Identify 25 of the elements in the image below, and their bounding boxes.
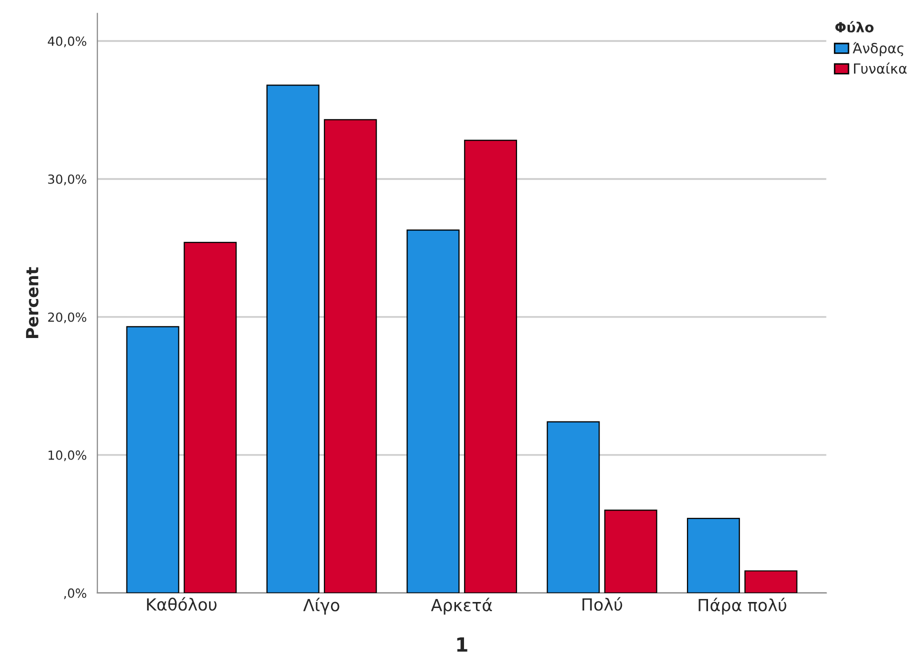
legend-label: Γυναίκα	[854, 62, 907, 74]
bar	[686, 518, 740, 593]
legend-title: Φύλο	[835, 21, 874, 32]
y-tick-label: 30,0%	[48, 174, 86, 186]
x-tick-label: Αρκετά	[431, 598, 492, 615]
bar	[604, 510, 658, 593]
x-axis-title: 1	[457, 637, 468, 652]
bar	[744, 570, 798, 593]
x-tick-label: Πολύ	[582, 597, 622, 611]
bar	[406, 229, 460, 593]
y-axis-title: Percent	[26, 267, 38, 338]
bar	[266, 84, 320, 593]
bar	[546, 421, 600, 593]
legend-label: Άνδρας	[852, 42, 904, 56]
x-tick-label: Λίγο	[303, 598, 340, 615]
bar	[324, 119, 377, 593]
bar	[184, 242, 237, 593]
bar	[464, 140, 518, 593]
y-tick-label: ,0%	[64, 588, 86, 600]
y-tick-label: 20,0%	[48, 312, 86, 324]
y-tick-label: 40,0%	[48, 36, 86, 48]
x-tick-label: Καθόλου	[147, 597, 217, 611]
bar	[126, 326, 180, 593]
x-tick-label: Πάρα πολύ	[698, 598, 786, 615]
y-tick-label: 10,0%	[48, 450, 86, 462]
